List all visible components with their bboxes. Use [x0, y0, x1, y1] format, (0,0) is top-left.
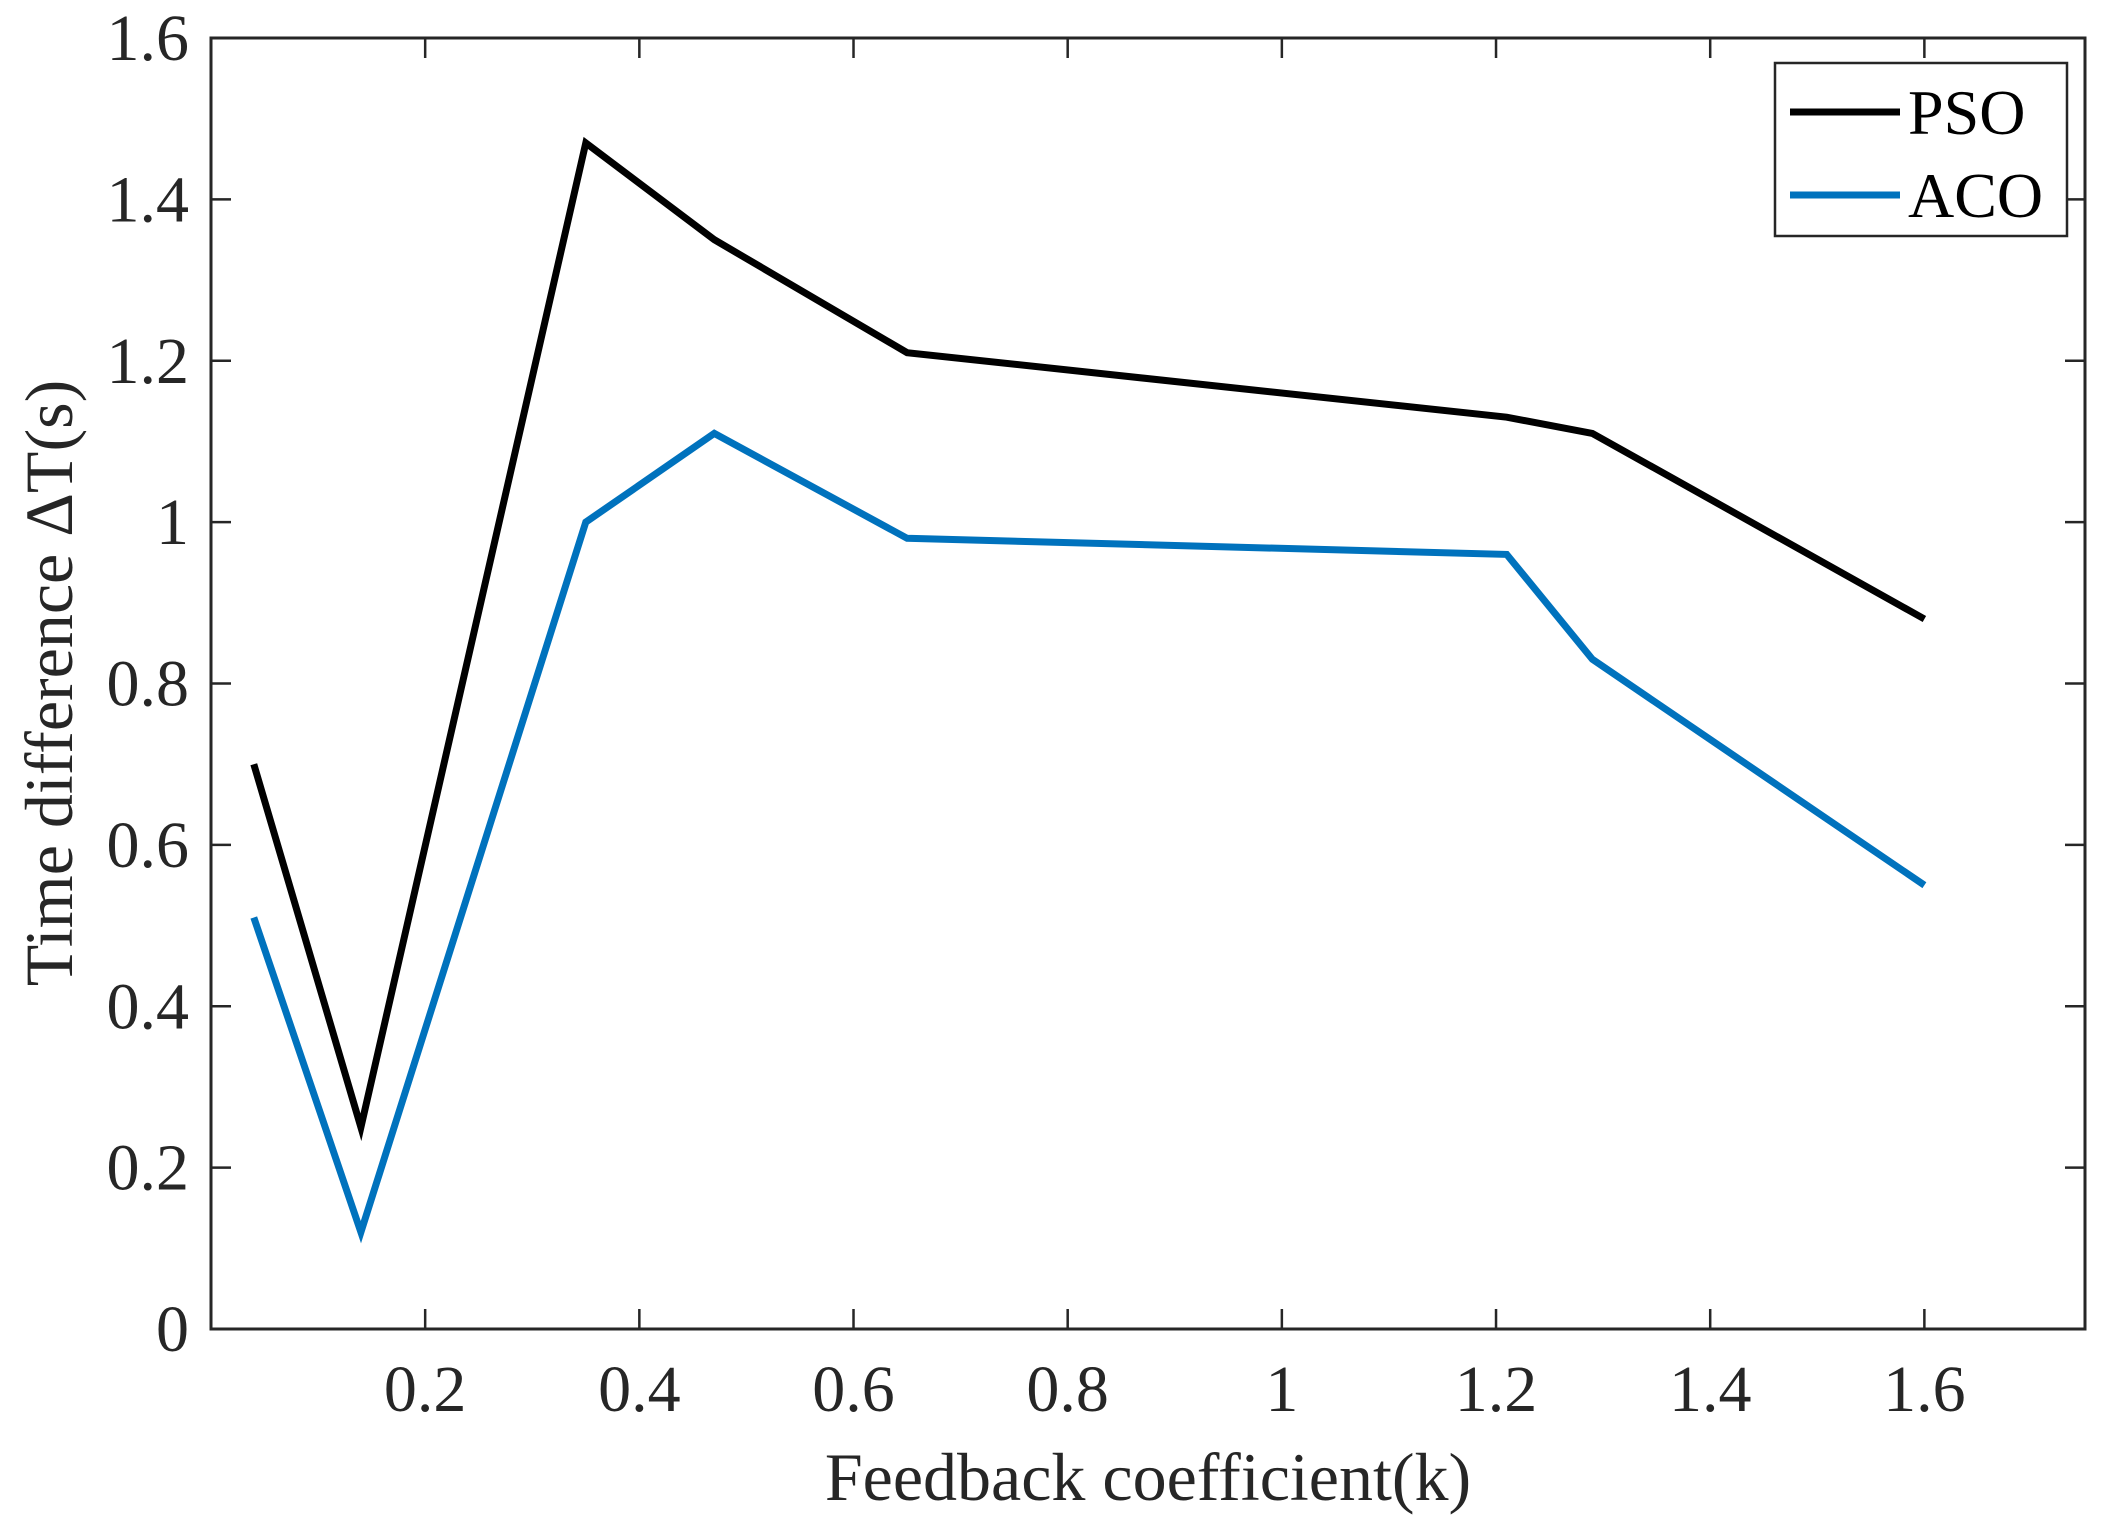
y-tick-label: 1.4 [107, 163, 190, 236]
x-tick-label: 1 [1265, 1353, 1298, 1426]
tick-labels-layer: 0.2 0.4 0.6 0.8 1 1.2 1.4 1.6 0 0.2 0.4 0.6 0.8 1 1.2 1… [107, 2, 1966, 1426]
legend-box [1773, 61, 2069, 238]
legend-label-aco: ACO [1908, 160, 2043, 231]
x-tick-label: 0.6 [812, 1353, 895, 1426]
x-tick-label: 0.2 [384, 1353, 467, 1426]
legend-label-pso: PSO [1908, 77, 2025, 148]
x-tick-label: 1.4 [1669, 1353, 1752, 1426]
x-tick-label: 0.8 [1026, 1353, 1109, 1426]
series-line-aco [250, 429, 1927, 1244]
y-tick-label: 0.2 [107, 1132, 190, 1205]
series-layer [250, 136, 1927, 1244]
y-tick-label: 0.8 [107, 648, 190, 721]
x-tick-label: 1.2 [1455, 1353, 1538, 1426]
x-axis-title: Feedback coefficient(k) [825, 1439, 1471, 1515]
series-line-pso [250, 136, 1927, 1142]
legend: PSO ACO [1773, 61, 2069, 238]
ticks-layer [211, 36, 2085, 1331]
y-tick-label: 1 [156, 486, 189, 559]
y-tick-label: 1.2 [107, 325, 190, 398]
x-tick-label: 0.4 [598, 1353, 681, 1426]
x-tick-label: 1.6 [1883, 1353, 1966, 1426]
y-tick-label: 1.6 [107, 2, 190, 75]
y-tick-label: 0.6 [107, 809, 190, 882]
plot-background [211, 38, 2085, 1329]
y-tick-label: 0.4 [107, 970, 190, 1043]
y-tick-label: 0 [156, 1293, 189, 1366]
y-axis-title: Time difference ΔT(s) [11, 380, 87, 986]
